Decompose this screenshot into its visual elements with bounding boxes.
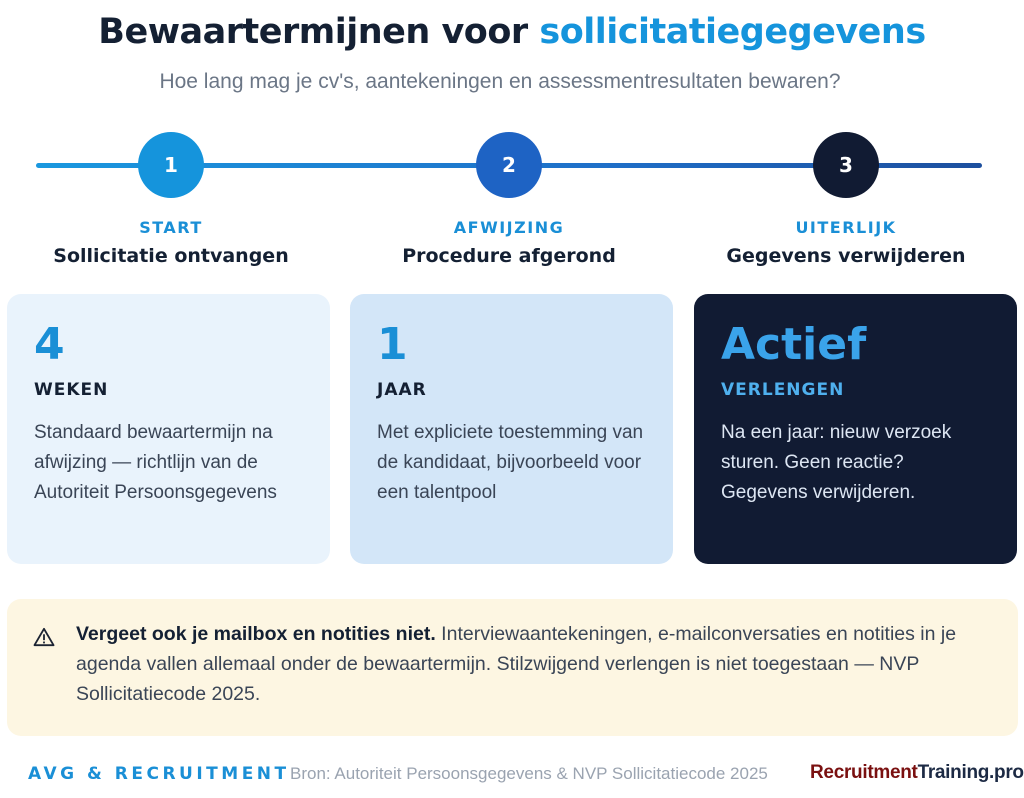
brand-part-2: Training.pro (917, 762, 1024, 783)
warning-icon (33, 627, 55, 647)
step-3-circle: 3 (813, 132, 879, 198)
step-2-circle: 2 (476, 132, 542, 198)
page-subtitle: Hoe lang mag je cv's, aantekeningen en a… (159, 70, 841, 93)
step-1: START Sollicitatie ontvangen (1, 215, 341, 267)
title-main: Bewaartermijnen voor (98, 12, 540, 52)
card-2-value: 1 (377, 319, 408, 370)
note-body: Interviewaantekeningen, e-mailconversati… (76, 623, 957, 705)
card-1-unit: WEKEN (34, 380, 109, 400)
card-3-description: Na een jaar: nieuw verzoek sturen. Geen … (721, 422, 952, 503)
title-accent: sollicitatiegegevens (539, 12, 926, 52)
card-verlengen: Actief VERLENGEN Na een jaar: nieuw verz… (694, 294, 1017, 564)
step-2: AFWIJZING Procedure afgerond (339, 215, 679, 267)
card-3-unit: VERLENGEN (721, 380, 845, 400)
note-text: Vergeet ook je mailbox en notities niet.… (76, 619, 976, 709)
step-3-kicker: UITERLIJK (795, 218, 897, 237)
step-3-label: Gegevens verwijderen (726, 245, 966, 267)
step-1-kicker: START (139, 218, 203, 237)
card-3-value: Actief (721, 319, 867, 370)
note-bold: Vergeet ook je mailbox en notities niet. (76, 623, 436, 645)
brand-logo: RecruitmentTraining.pro (810, 762, 1024, 784)
brand-part-1: Recruitment (810, 762, 918, 783)
footer-tag: AVG & RECRUITMENT (28, 764, 290, 784)
card-2-description: Met expliciete toestemming van de kandid… (377, 422, 644, 503)
card-2-unit: JAAR (377, 380, 427, 400)
warning-note: Vergeet ook je mailbox en notities niet.… (7, 599, 1018, 736)
page-title: Bewaartermijnen voor sollicitatiegegeven… (0, 12, 1024, 52)
step-1-circle: 1 (138, 132, 204, 198)
step-1-label: Sollicitatie ontvangen (53, 245, 289, 267)
card-1-value: 4 (34, 319, 65, 370)
step-2-label: Procedure afgerond (402, 245, 616, 267)
card-weken: 4 WEKEN Standaard bewaartermijn na afwij… (7, 294, 330, 564)
step-2-kicker: AFWIJZING (453, 218, 565, 237)
footer-source: Bron: Autoriteit Persoonsgegevens & NVP … (290, 764, 768, 783)
step-3: UITERLIJK Gegevens verwijderen (676, 215, 1016, 267)
card-jaar: 1 JAAR Met expliciete toestemming van de… (350, 294, 673, 564)
card-1-description: Standaard bewaartermijn na afwijzing — r… (34, 422, 277, 503)
